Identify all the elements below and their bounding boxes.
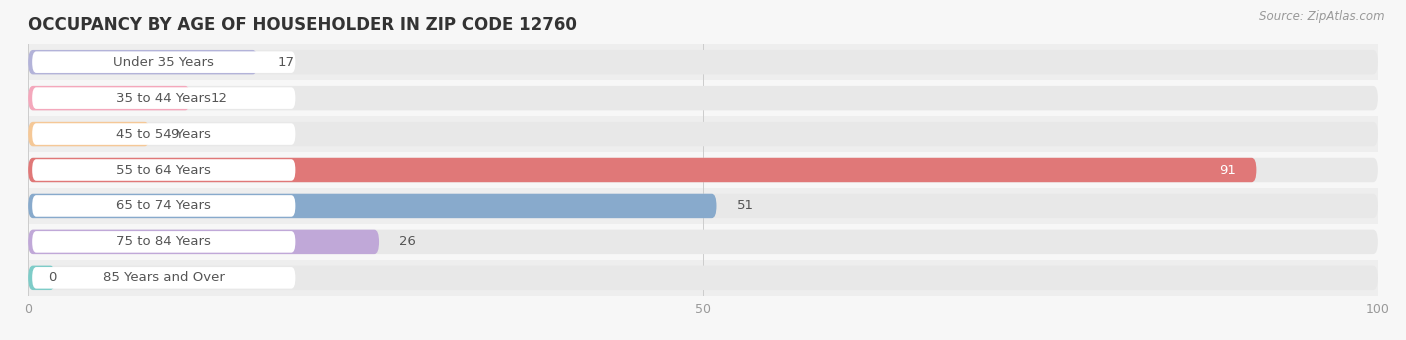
FancyBboxPatch shape (28, 266, 1378, 290)
FancyBboxPatch shape (28, 158, 1378, 182)
FancyBboxPatch shape (28, 50, 1378, 74)
FancyBboxPatch shape (32, 51, 295, 73)
FancyBboxPatch shape (32, 267, 295, 289)
Text: 35 to 44 Years: 35 to 44 Years (117, 91, 211, 105)
FancyBboxPatch shape (28, 194, 717, 218)
FancyBboxPatch shape (28, 44, 1378, 80)
FancyBboxPatch shape (28, 116, 1378, 152)
FancyBboxPatch shape (32, 195, 295, 217)
Text: 0: 0 (48, 271, 56, 284)
Text: 55 to 64 Years: 55 to 64 Years (117, 164, 211, 176)
Text: 45 to 54 Years: 45 to 54 Years (117, 128, 211, 140)
FancyBboxPatch shape (28, 80, 1378, 116)
Text: 12: 12 (211, 91, 228, 105)
FancyBboxPatch shape (28, 86, 190, 110)
Text: 26: 26 (399, 235, 416, 249)
FancyBboxPatch shape (28, 266, 55, 290)
FancyBboxPatch shape (28, 86, 1378, 110)
FancyBboxPatch shape (28, 188, 1378, 224)
FancyBboxPatch shape (32, 159, 295, 181)
Text: 51: 51 (737, 200, 754, 212)
FancyBboxPatch shape (28, 122, 149, 146)
Text: 85 Years and Over: 85 Years and Over (103, 271, 225, 284)
FancyBboxPatch shape (28, 230, 380, 254)
Text: Under 35 Years: Under 35 Years (114, 56, 214, 69)
FancyBboxPatch shape (28, 260, 1378, 296)
FancyBboxPatch shape (28, 50, 257, 74)
FancyBboxPatch shape (28, 194, 1378, 218)
Text: 91: 91 (1219, 164, 1236, 176)
Text: 75 to 84 Years: 75 to 84 Years (117, 235, 211, 249)
Text: OCCUPANCY BY AGE OF HOUSEHOLDER IN ZIP CODE 12760: OCCUPANCY BY AGE OF HOUSEHOLDER IN ZIP C… (28, 16, 576, 34)
FancyBboxPatch shape (28, 122, 1378, 146)
FancyBboxPatch shape (28, 152, 1378, 188)
FancyBboxPatch shape (28, 224, 1378, 260)
FancyBboxPatch shape (28, 230, 1378, 254)
Text: 9: 9 (170, 128, 179, 140)
FancyBboxPatch shape (28, 158, 1257, 182)
FancyBboxPatch shape (32, 87, 295, 109)
FancyBboxPatch shape (32, 123, 295, 145)
Text: 17: 17 (278, 56, 295, 69)
Text: 65 to 74 Years: 65 to 74 Years (117, 200, 211, 212)
FancyBboxPatch shape (32, 231, 295, 253)
Text: Source: ZipAtlas.com: Source: ZipAtlas.com (1260, 10, 1385, 23)
